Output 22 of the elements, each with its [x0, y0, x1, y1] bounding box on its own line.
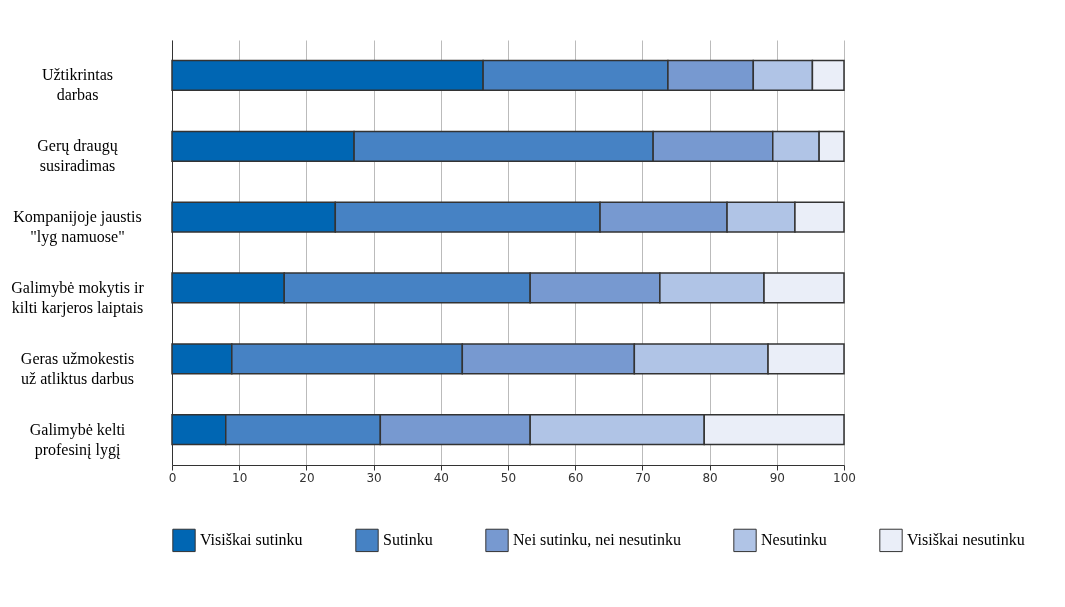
x-tick-label: 60 [568, 470, 584, 485]
x-tick-label: 100 [833, 470, 856, 485]
x-tick-label: 50 [500, 470, 517, 485]
x-tick-label: 30 [366, 470, 382, 485]
x-tick-label: 80 [702, 470, 718, 485]
x-tick-label: 20 [299, 470, 315, 485]
legend-label: Visiškai sutinku [200, 531, 303, 549]
legend-label: Visiškai nesutinku [907, 531, 1025, 549]
x-tick-label: 40 [433, 470, 449, 485]
y-tick-label: Užtikrintas darbas [41, 66, 114, 104]
x-tick-label: 90 [769, 470, 785, 485]
y-tick-label: Kompanijoje jaustis "lyg namuose" [13, 208, 142, 247]
x-tick-label: 70 [635, 470, 651, 485]
legend-label: Nesutinku [761, 531, 827, 549]
y-tick-label: Galimybė mokytis ir kilti karjeros laiptais [11, 278, 145, 317]
y-tick-label: Galimybė kelti profesinį lygį [29, 420, 126, 459]
x-tick-label: 0 [168, 470, 177, 485]
y-tick-label: Geras užmokestis už atliktus darbus [20, 349, 135, 387]
legend-label: Nei sutinku, nei nesutinku [513, 531, 681, 549]
x-tick-label: 10 [232, 470, 248, 485]
y-tick-label: Gerų draugų susiradimas [37, 137, 119, 175]
legend-label: Sutinku [383, 531, 433, 549]
